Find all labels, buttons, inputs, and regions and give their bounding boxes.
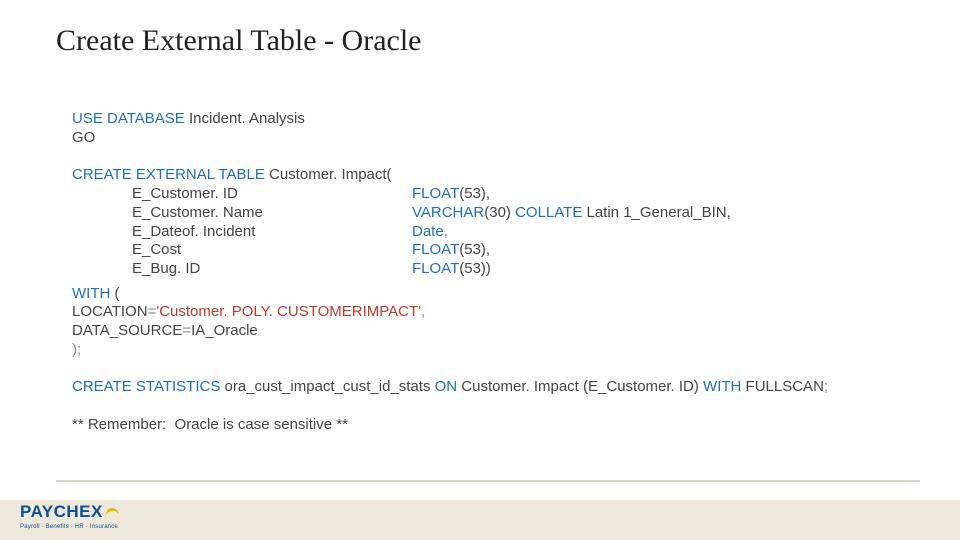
location-key: LOCATION xyxy=(72,303,148,320)
col-row: E_Customer. IDFLOAT(53), xyxy=(72,185,731,204)
db-name: Incident. Analysis xyxy=(185,110,305,127)
columns-block: E_Customer. IDFLOAT(53),E_Customer. Name… xyxy=(72,185,731,279)
logo-swoosh-icon xyxy=(105,505,121,515)
col-row: E_Dateof. IncidentDate, xyxy=(72,223,731,242)
slide: Create External Table - Oracle USE DATAB… xyxy=(0,0,960,540)
stats-name: ora_cust_impact_cust_id_stats xyxy=(220,378,434,395)
note-text: ** Remember: Oracle is case sensitive ** xyxy=(72,416,348,433)
kw-create-ext: CREATE EXTERNAL TABLE xyxy=(72,166,265,183)
page-title: Create External Table - Oracle xyxy=(56,24,421,58)
col-row: E_CostFLOAT(53), xyxy=(72,241,731,260)
close-paren: ); xyxy=(72,341,81,358)
stats-fullscan: FULLSCAN xyxy=(741,378,824,395)
logo-tagline: Payroll · Benefits · HR · Insurance xyxy=(20,524,118,530)
kw-create-stats: CREATE STATISTICS xyxy=(72,378,220,395)
kw-use: USE DATABASE xyxy=(72,110,185,127)
col-row: E_Customer. NameVARCHAR(30) COLLATE Lati… xyxy=(72,204,731,223)
sql-code-block: USE DATABASE Incident. Analysis GO CREAT… xyxy=(72,110,920,435)
datasource-key: DATA_SOURCE xyxy=(72,322,182,339)
location-value: 'Customer. POLY. CUSTOMERIMPACT' xyxy=(156,303,421,320)
divider-line xyxy=(56,480,920,482)
table-name: Customer. Impact( xyxy=(265,166,392,183)
kw-go: GO xyxy=(72,129,95,146)
footer-bar xyxy=(0,500,960,540)
paychex-logo: PAYCHEX Payroll · Benefits · HR · Insura… xyxy=(20,503,121,530)
datasource-value: IA_Oracle xyxy=(191,322,258,339)
col-row: E_Bug. IDFLOAT(53)) xyxy=(72,260,731,279)
stats-target: Customer. Impact (E_Customer. ID) xyxy=(457,378,703,395)
kw-with: WITH xyxy=(72,285,110,302)
logo-text: PAYCHEX xyxy=(20,502,103,521)
